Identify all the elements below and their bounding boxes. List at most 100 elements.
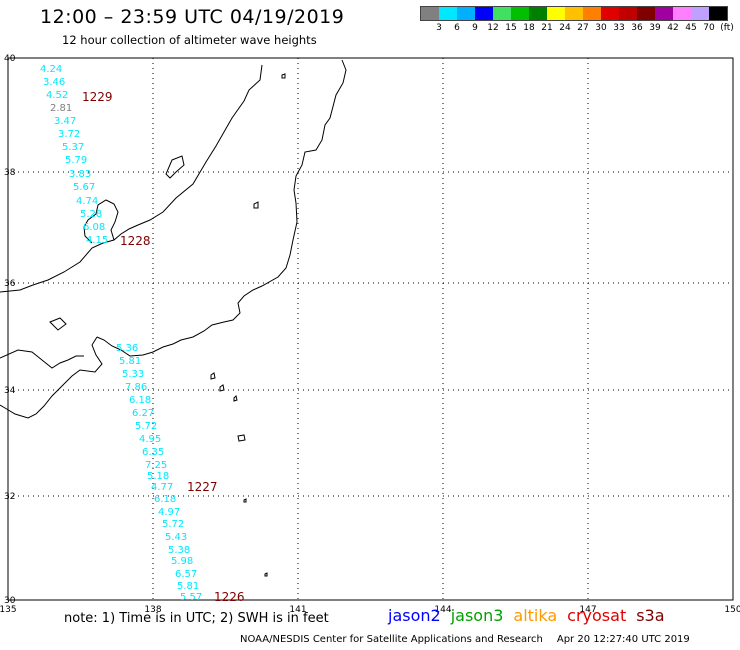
lon-label: 147 bbox=[579, 605, 596, 615]
island-izu-3 bbox=[233, 395, 238, 402]
wave-height-value: 5.72 bbox=[135, 421, 157, 432]
island-izu-6 bbox=[264, 572, 268, 577]
legend-s3a: s3a bbox=[636, 606, 665, 625]
colorbar-label: 6 bbox=[454, 23, 460, 33]
track-ids: 1229 1228 1227 1226 bbox=[82, 90, 245, 604]
lat-label: 34 bbox=[4, 386, 16, 396]
colorbar-label: 33 bbox=[613, 23, 625, 33]
colorbar-swatch bbox=[547, 7, 565, 20]
wave-height-value: 4.74 bbox=[76, 196, 98, 207]
colorbar-label: 24 bbox=[559, 23, 571, 33]
wave-height-value: 3.72 bbox=[58, 129, 80, 140]
wave-height-value: 5.79 bbox=[65, 155, 87, 166]
wave-height-value: 6.08 bbox=[83, 222, 105, 233]
map-title: 12:00 – 23:59 UTC 04/19/2019 bbox=[40, 6, 345, 28]
wave-height-value: 5.37 bbox=[62, 142, 84, 153]
wave-height-value: 4.95 bbox=[139, 434, 161, 445]
colorbar-swatch bbox=[457, 7, 475, 20]
wave-height-value: 4.77 bbox=[151, 482, 173, 493]
colorbar-swatches bbox=[420, 6, 728, 21]
axis-labels: 135 138 141 144 147 150 40 38 36 34 32 30 bbox=[0, 54, 740, 615]
colorbar-label: 36 bbox=[631, 23, 643, 33]
wave-height-value: 4.52 bbox=[46, 90, 68, 101]
coastline-inland bbox=[0, 349, 84, 369]
wave-height-value: 5.98 bbox=[171, 556, 193, 567]
colorbar-swatch bbox=[475, 7, 493, 20]
lon-label: 150 bbox=[724, 605, 740, 615]
colorbar-swatch bbox=[439, 7, 457, 20]
footnote: note: 1) Time is in UTC; 2) SWH is in fe… bbox=[64, 611, 329, 626]
colorbar-labels: 3 6 9 12 15 18 21 24 27 30 33 36 39 42 45 70 (ft) bbox=[420, 21, 734, 35]
island-izu-5 bbox=[243, 498, 247, 503]
island-sado bbox=[165, 155, 185, 179]
island-izu-2 bbox=[219, 384, 225, 392]
wave-height-value: 6.18 bbox=[154, 494, 176, 505]
track-id-label: 1227 bbox=[187, 480, 218, 494]
colorbar-swatch bbox=[529, 7, 547, 20]
lat-label: 38 bbox=[4, 168, 16, 178]
island-izu-4 bbox=[237, 434, 246, 442]
legend-jason2: jason2 bbox=[388, 606, 441, 625]
lat-label: 36 bbox=[4, 279, 16, 289]
colorbar-label: 9 bbox=[472, 23, 478, 33]
colorbar-swatch bbox=[421, 7, 439, 20]
wave-height-value: 5.43 bbox=[165, 532, 187, 543]
wave-height-value: 5.72 bbox=[162, 519, 184, 530]
colorbar-swatch bbox=[565, 7, 583, 20]
colorbar-swatch bbox=[493, 7, 511, 20]
wave-height-value: 3.46 bbox=[43, 77, 65, 88]
lat-label: 40 bbox=[4, 54, 16, 64]
wave-height-value: 5.38 bbox=[168, 545, 190, 556]
colorbar-swatch bbox=[637, 7, 655, 20]
colorbar-swatch bbox=[709, 7, 727, 20]
wave-height-value: 7.86 bbox=[125, 382, 147, 393]
island-oki bbox=[49, 317, 67, 331]
colorbar-label: 18 bbox=[523, 23, 535, 33]
wave-height-value: 4.97 bbox=[158, 507, 180, 518]
colorbar-label: 42 bbox=[667, 23, 679, 33]
lon-label: 141 bbox=[289, 605, 306, 615]
island-izu-1 bbox=[210, 372, 216, 380]
wave-height-value: 5.33 bbox=[122, 369, 144, 380]
credit-text: NOAA/NESDIS Center for Satellite Applica… bbox=[240, 634, 543, 645]
legend-altika: altika bbox=[513, 606, 558, 625]
colorbar-swatch bbox=[691, 7, 709, 20]
map-frame bbox=[7, 57, 734, 601]
wave-height-value: 5.28 bbox=[80, 209, 102, 220]
colorbar-swatch bbox=[601, 7, 619, 20]
colorbar-label: 45 bbox=[685, 23, 697, 33]
wave-height-value: 6.35 bbox=[142, 447, 164, 458]
wave-height-value: 5.57 bbox=[180, 592, 202, 603]
wave-height-value: 4.24 bbox=[40, 64, 62, 75]
timestamp: Apr 20 12:27:40 UTC 2019 bbox=[556, 634, 690, 645]
coastline-japan-sea bbox=[0, 64, 263, 293]
track-id-label: 1226 bbox=[214, 590, 245, 604]
colorbar-label: 39 bbox=[649, 23, 661, 33]
lat-label: 32 bbox=[4, 492, 15, 502]
colorbar-label: 70 bbox=[703, 23, 715, 33]
wave-height-value: 3.83 bbox=[69, 169, 91, 180]
wave-height-value: 7.25 bbox=[145, 460, 167, 471]
track-id-label: 1228 bbox=[120, 234, 151, 248]
satellite-legend: jason2 jason3 altika cryosat s3a bbox=[388, 606, 675, 625]
colorbar-swatch bbox=[511, 7, 529, 20]
wave-height-value: 5.36 bbox=[116, 343, 138, 354]
wave-height-value: 5.18 bbox=[147, 471, 169, 482]
legend-jason3: jason3 bbox=[450, 606, 504, 625]
wave-height-colorbar: 3 6 9 12 15 18 21 24 27 30 33 36 39 42 45 70 (ft) bbox=[420, 6, 734, 35]
colorbar-label: 3 bbox=[436, 23, 442, 33]
lat-label: 30 bbox=[4, 596, 16, 606]
coastline-noto bbox=[83, 199, 119, 244]
colorbar-label: 27 bbox=[577, 23, 589, 33]
colorbar-label: 21 bbox=[541, 23, 553, 33]
wave-height-value: 6.18 bbox=[129, 395, 151, 406]
lat-lon-grid bbox=[7, 57, 734, 601]
colorbar-label: 15 bbox=[505, 23, 517, 33]
lon-label: 135 bbox=[0, 605, 17, 615]
legend-cryosat: cryosat bbox=[567, 606, 627, 625]
wave-height-value: 4.15 bbox=[86, 235, 108, 246]
colorbar-swatch bbox=[583, 7, 601, 20]
wave-height-values: 4.24 3.46 4.52 2.81 3.47 3.72 5.37 5.79 3.83 5.67… bbox=[40, 64, 202, 603]
coastline-tohoku bbox=[96, 59, 347, 357]
